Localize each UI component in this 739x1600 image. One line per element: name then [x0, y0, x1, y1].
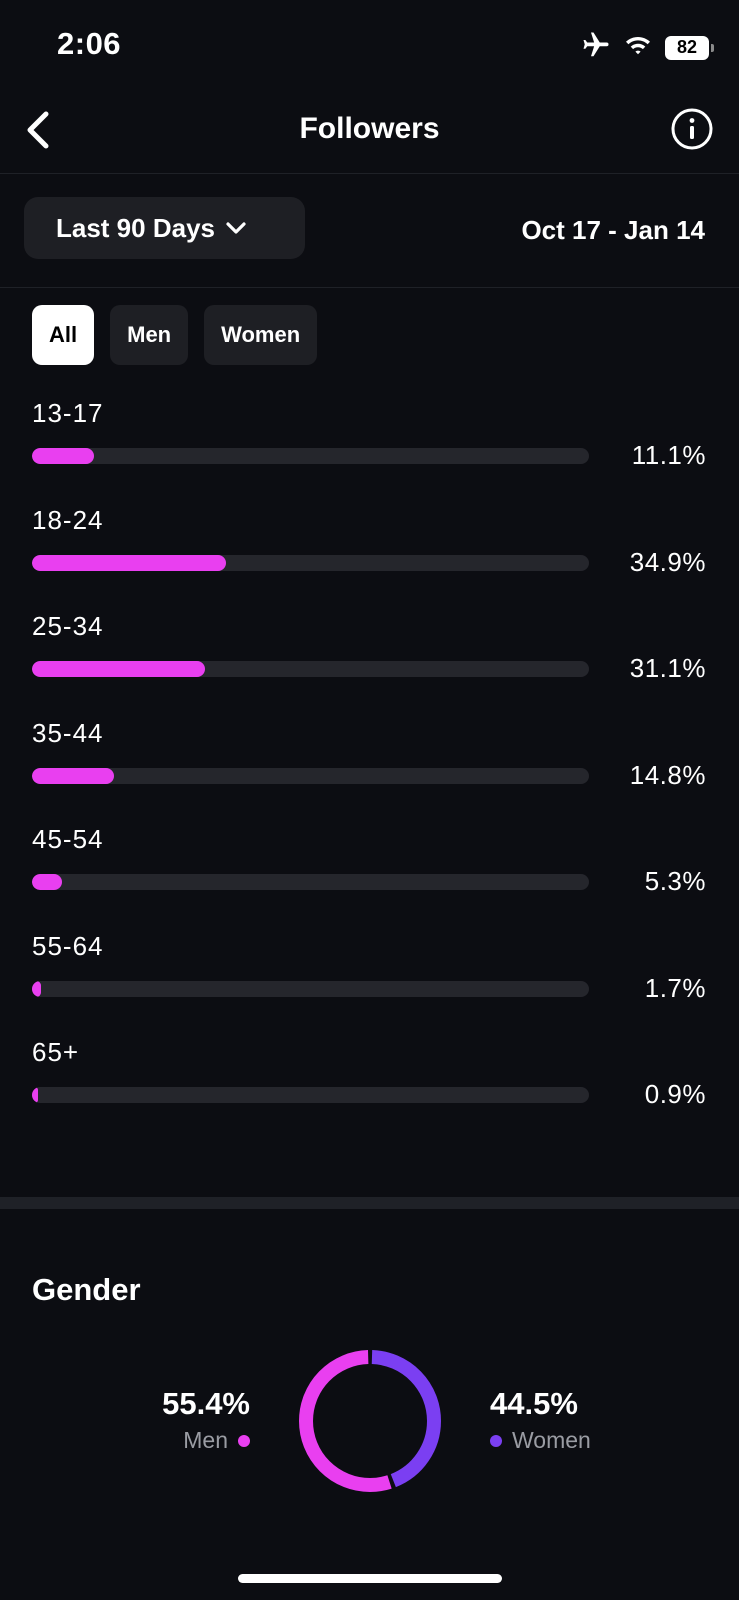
age-row: 25-34 31.1%	[0, 609, 739, 716]
age-row-label: 25-34	[32, 611, 104, 641]
age-bar-track	[32, 874, 589, 890]
age-bar-fill	[32, 448, 94, 464]
age-row-label: 45-54	[32, 824, 104, 854]
back-button[interactable]	[14, 106, 62, 154]
men-legend-dot	[238, 1434, 250, 1447]
age-bar-track	[32, 661, 589, 677]
date-range-text: Oct 17 - Jan 14	[521, 215, 705, 245]
age-row-label: 18-24	[32, 504, 104, 535]
status-icons: 82	[581, 30, 714, 65]
age-range-list: 13-17 11.1% 18-24 34.9% 25-34 31.1% 35-4…	[0, 396, 739, 1142]
battery-icon: 82	[665, 35, 714, 60]
donut-segment-men	[299, 1350, 441, 1492]
age-row: 45-54 5.3%	[0, 822, 739, 929]
filter-chip-men[interactable]: Men	[110, 305, 189, 365]
chevron-down-icon	[226, 222, 246, 234]
age-bar-fill	[32, 767, 115, 784]
age-row-label: 55-64	[32, 930, 104, 961]
header: Followers	[0, 90, 739, 174]
men-legend: Men	[183, 1427, 250, 1454]
women-legend: Women	[490, 1427, 591, 1454]
women-legend-label: Women	[512, 1427, 591, 1453]
age-row-label: 35-44	[32, 717, 104, 748]
gender-section-title: Gender	[32, 1272, 141, 1307]
page-title: Followers	[299, 112, 440, 145]
section-divider	[0, 1197, 739, 1209]
info-icon	[671, 108, 713, 150]
age-bar-track	[32, 1087, 589, 1103]
age-row-label: 13-17	[32, 398, 104, 428]
age-row: 35-44 14.8%	[0, 716, 739, 823]
donut-segment-women	[299, 1350, 441, 1492]
age-row-value: 5.3%	[644, 866, 706, 896]
age-row: 13-17 11.1%	[0, 396, 739, 503]
age-row-value: 31.1%	[629, 653, 706, 683]
info-button[interactable]	[669, 106, 715, 152]
status-bar: 2:06 82	[0, 0, 739, 90]
chevron-left-icon	[27, 111, 49, 149]
age-row-value: 14.8%	[629, 759, 706, 790]
range-row: Last 90 Days Oct 17 - Jan 14	[0, 175, 739, 288]
age-row-value: 34.9%	[629, 546, 706, 577]
age-bar-track	[32, 448, 589, 464]
status-time: 2:06	[57, 26, 122, 61]
gender-donut-chart	[299, 1350, 441, 1492]
filter-chip-women[interactable]: Women	[204, 305, 318, 365]
age-row-value: 1.7%	[644, 972, 706, 1003]
age-bar-track	[32, 980, 589, 997]
age-bar-fill	[32, 1087, 38, 1103]
women-legend-dot	[490, 1434, 502, 1447]
gender-filter-chips: All Men Women	[32, 305, 318, 365]
men-legend-label: Men	[183, 1427, 228, 1453]
age-row: 18-24 34.9%	[0, 503, 739, 610]
age-row-label: 65+	[32, 1037, 80, 1067]
age-bar-fill	[32, 661, 206, 677]
airplane-mode-icon	[581, 30, 611, 65]
age-row-value: 11.1%	[631, 440, 706, 470]
age-row: 55-64 1.7%	[0, 929, 739, 1036]
filter-chip-all[interactable]: All	[32, 305, 95, 365]
women-percentage: 44.5%	[490, 1386, 578, 1421]
date-range-dropdown[interactable]: Last 90 Days	[24, 197, 305, 259]
home-indicator	[238, 1574, 502, 1583]
age-row-value: 0.9%	[644, 1079, 706, 1109]
age-bar-fill	[32, 554, 227, 571]
age-bar-track	[32, 767, 589, 784]
age-bar-fill	[32, 980, 42, 997]
wifi-icon	[623, 33, 653, 62]
age-bar-track	[32, 554, 589, 571]
men-percentage: 55.4%	[162, 1386, 250, 1421]
date-range-dropdown-label: Last 90 Days	[56, 212, 215, 243]
age-row: 65+ 0.9%	[0, 1035, 739, 1142]
age-bar-fill	[32, 874, 62, 890]
